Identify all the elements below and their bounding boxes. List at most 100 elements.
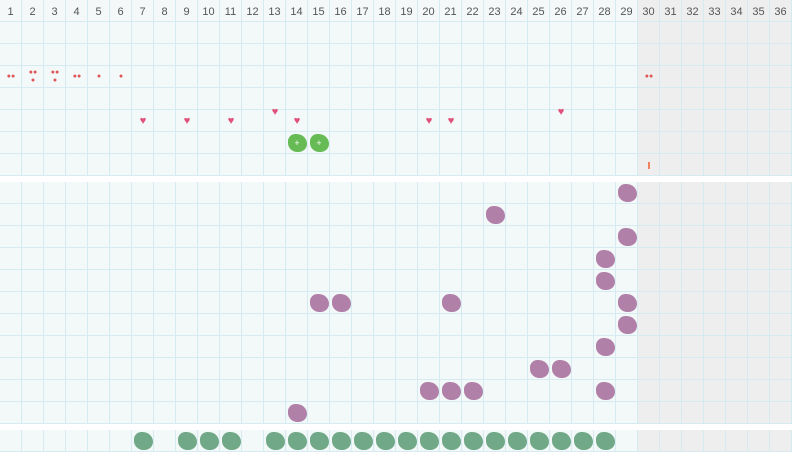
- grid-cell[interactable]: [0, 358, 22, 380]
- grid-cell[interactable]: [704, 154, 726, 176]
- teal-blob-icon[interactable]: [352, 430, 374, 452]
- day-header-16[interactable]: 16: [330, 0, 352, 22]
- grid-cell[interactable]: [440, 314, 462, 336]
- grid-cell[interactable]: [198, 358, 220, 380]
- grid-cell[interactable]: [418, 402, 440, 424]
- grid-cell[interactable]: [44, 248, 66, 270]
- grid-cell[interactable]: [88, 182, 110, 204]
- grid-cell[interactable]: [528, 314, 550, 336]
- grid-cell[interactable]: [770, 358, 792, 380]
- grid-cell[interactable]: [264, 182, 286, 204]
- day-header-33[interactable]: 33: [704, 0, 726, 22]
- grid-cell[interactable]: [418, 270, 440, 292]
- purple-blob-icon[interactable]: [616, 226, 638, 248]
- grid-cell[interactable]: [484, 66, 506, 88]
- grid-cell[interactable]: [462, 88, 484, 110]
- grid-cell[interactable]: [154, 358, 176, 380]
- grid-cell[interactable]: [682, 402, 704, 424]
- grid-cell[interactable]: [374, 248, 396, 270]
- grid-cell[interactable]: [88, 314, 110, 336]
- teal-blob-icon[interactable]: [440, 430, 462, 452]
- purple-blob-icon[interactable]: [440, 292, 462, 314]
- grid-cell[interactable]: [726, 182, 748, 204]
- heart-icon[interactable]: ♥: [293, 115, 301, 127]
- grid-cell[interactable]: [484, 314, 506, 336]
- grid-cell[interactable]: [66, 314, 88, 336]
- grid-cell[interactable]: [396, 182, 418, 204]
- grid-cell[interactable]: [286, 66, 308, 88]
- grid-cell[interactable]: [308, 44, 330, 66]
- grid-cell[interactable]: [660, 22, 682, 44]
- grid-cell[interactable]: [418, 314, 440, 336]
- grid-cell[interactable]: [682, 358, 704, 380]
- grid-cell[interactable]: [22, 22, 44, 44]
- grid-cell[interactable]: [528, 66, 550, 88]
- grid-cell[interactable]: [594, 22, 616, 44]
- grid-cell[interactable]: [396, 402, 418, 424]
- grid-cell[interactable]: [462, 204, 484, 226]
- grid-cell[interactable]: [726, 292, 748, 314]
- grid-cell[interactable]: [88, 336, 110, 358]
- grid-cell[interactable]: [418, 182, 440, 204]
- grid-cell[interactable]: [660, 204, 682, 226]
- bleeding-drop-icon[interactable]: ●●: [72, 73, 82, 80]
- grid-cell[interactable]: [550, 110, 572, 132]
- grid-cell[interactable]: [220, 248, 242, 270]
- grid-cell[interactable]: [682, 44, 704, 66]
- grid-cell[interactable]: [770, 154, 792, 176]
- grid-cell[interactable]: [198, 270, 220, 292]
- grid-cell[interactable]: [242, 22, 264, 44]
- day-header-5[interactable]: 5: [88, 0, 110, 22]
- grid-cell[interactable]: [220, 22, 242, 44]
- grid-cell[interactable]: [176, 132, 198, 154]
- grid-cell[interactable]: [660, 88, 682, 110]
- grid-cell[interactable]: [594, 314, 616, 336]
- day-header-14[interactable]: 14: [286, 0, 308, 22]
- grid-cell[interactable]: [462, 226, 484, 248]
- grid-cell[interactable]: [264, 248, 286, 270]
- purple-blob-icon[interactable]: [484, 204, 506, 226]
- grid-cell[interactable]: [396, 132, 418, 154]
- grid-cell[interactable]: [770, 402, 792, 424]
- grid-cell[interactable]: [352, 270, 374, 292]
- grid-cell[interactable]: [242, 314, 264, 336]
- grid-cell[interactable]: [264, 270, 286, 292]
- grid-cell[interactable]: [660, 110, 682, 132]
- grid-cell[interactable]: [308, 110, 330, 132]
- grid-cell[interactable]: [462, 314, 484, 336]
- grid-cell[interactable]: [638, 88, 660, 110]
- grid-cell[interactable]: [176, 44, 198, 66]
- grid-cell[interactable]: [264, 204, 286, 226]
- grid-cell[interactable]: [550, 182, 572, 204]
- grid-cell[interactable]: [726, 110, 748, 132]
- grid-cell[interactable]: [66, 132, 88, 154]
- day-header-27[interactable]: 27: [572, 0, 594, 22]
- grid-cell[interactable]: [242, 182, 264, 204]
- grid-cell[interactable]: [550, 22, 572, 44]
- grid-cell[interactable]: [154, 88, 176, 110]
- day-header-20[interactable]: 20: [418, 0, 440, 22]
- grid-cell[interactable]: [572, 226, 594, 248]
- grid-cell[interactable]: [440, 132, 462, 154]
- grid-cell[interactable]: [132, 132, 154, 154]
- grid-cell[interactable]: [440, 358, 462, 380]
- grid-cell[interactable]: [330, 358, 352, 380]
- grid-cell[interactable]: [682, 204, 704, 226]
- grid-cell[interactable]: [682, 110, 704, 132]
- heart-icon[interactable]: ♥: [139, 115, 147, 127]
- grid-cell[interactable]: [638, 336, 660, 358]
- grid-cell[interactable]: [286, 314, 308, 336]
- day-header-25[interactable]: 25: [528, 0, 550, 22]
- grid-cell[interactable]: [286, 110, 308, 132]
- grid-cell[interactable]: [682, 154, 704, 176]
- grid-cell[interactable]: [572, 132, 594, 154]
- grid-cell[interactable]: [440, 270, 462, 292]
- grid-cell[interactable]: [638, 402, 660, 424]
- grid-cell[interactable]: [352, 44, 374, 66]
- grid-cell[interactable]: [484, 226, 506, 248]
- grid-cell[interactable]: [594, 292, 616, 314]
- grid-cell[interactable]: [264, 44, 286, 66]
- grid-cell[interactable]: [418, 22, 440, 44]
- grid-cell[interactable]: [132, 22, 154, 44]
- grid-cell[interactable]: [286, 248, 308, 270]
